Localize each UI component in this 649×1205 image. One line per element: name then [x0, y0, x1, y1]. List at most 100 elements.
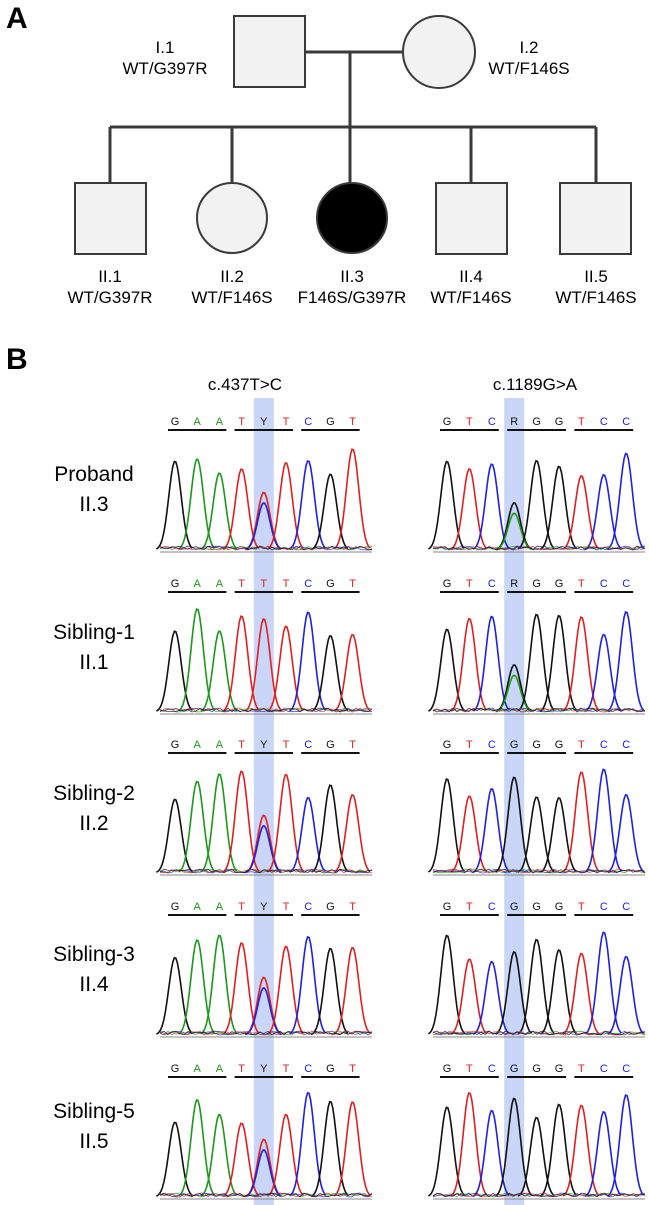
child-label-II3: II.3 F146S/G397R — [282, 266, 422, 308]
chromatogram-peak — [244, 825, 282, 874]
baseline-noise-trace — [432, 1192, 646, 1198]
base-call-label: T — [578, 1063, 585, 1075]
base-call-label: T — [283, 578, 290, 590]
chromatogram-peak — [311, 1100, 349, 1197]
chromatogram-peak — [562, 475, 600, 550]
base-call-label: C — [622, 901, 630, 913]
chromatogram-peak — [607, 452, 645, 550]
chromatogram-peak — [333, 946, 371, 1035]
row-label-id: II.2 — [79, 812, 109, 835]
chromatogram-peak — [266, 1113, 304, 1197]
row-label-proband: Proband II.3 — [19, 460, 169, 520]
row-label-name: Sibling-3 — [53, 943, 135, 966]
male-square-II4 — [435, 182, 508, 255]
base-call-label: G — [171, 739, 180, 751]
baseline-noise-trace — [432, 707, 646, 713]
parent-label-I1: I.1 WT/G397R — [105, 37, 225, 79]
chromatogram-peak — [450, 795, 488, 873]
chromatogram-peak — [584, 1110, 622, 1197]
individual-genotype: WT/F146S — [555, 288, 637, 307]
base-call-label: C — [600, 901, 608, 913]
chromatogram-peak — [200, 773, 238, 873]
chromatogram-peak — [289, 796, 327, 873]
base-call-label: G — [555, 416, 564, 428]
base-call-label: C — [304, 578, 312, 590]
row-label-id: II.1 — [79, 651, 109, 674]
chromatogram-peak — [472, 787, 510, 873]
base-call-label: C — [600, 739, 608, 751]
base-call-label: T — [238, 901, 245, 913]
chromatogram-peak — [222, 942, 260, 1035]
base-call-label: C — [304, 739, 312, 751]
chromatogram-peak — [200, 934, 238, 1035]
base-call-label: C — [622, 1063, 630, 1075]
chromatogram-peak — [472, 463, 510, 550]
individual-id: II.3 — [340, 267, 364, 286]
chromatogram-peak — [427, 1106, 465, 1197]
chromatogram-peak — [472, 960, 510, 1035]
chromatogram-peak — [607, 610, 645, 712]
base-call-label: T — [260, 578, 267, 590]
chromatogram-peak — [607, 955, 645, 1035]
chromatogram-peak — [155, 630, 193, 712]
base-call-label: C — [304, 901, 312, 913]
chromatogram-peak — [607, 793, 645, 873]
base-call-label: T — [466, 1063, 473, 1075]
chromatogram-peak — [289, 935, 327, 1035]
pedigree-diagram — [74, 15, 632, 255]
child-label-II5: II.5 WT/F146S — [536, 266, 649, 308]
base-call-label: G — [171, 578, 180, 590]
chromatogram-peak — [450, 467, 488, 550]
chromatogram-peak — [333, 1101, 371, 1197]
base-call-label: G — [532, 901, 541, 913]
chromatogram-peak — [562, 771, 600, 873]
base-call-label: Y — [260, 416, 268, 428]
base-call-label: A — [216, 901, 224, 913]
base-call-label: A — [194, 901, 202, 913]
base-call-label: G — [443, 901, 452, 913]
chromatogram-peak — [333, 633, 371, 712]
base-call-label: A — [216, 416, 224, 428]
base-call-label: T — [283, 1063, 290, 1075]
base-call-label: T — [238, 739, 245, 751]
female-circle-I2 — [402, 15, 476, 89]
base-call-label: T — [466, 578, 473, 590]
chromatogram-peak — [289, 1091, 327, 1197]
chromatogram-peak — [539, 465, 577, 550]
base-call-label: C — [488, 416, 496, 428]
individual-genotype: WT/G397R — [67, 288, 153, 307]
male-square-I1 — [233, 15, 306, 88]
base-call-label: G — [326, 901, 335, 913]
base-call-label: A — [194, 1063, 202, 1075]
base-call-label: T — [349, 416, 356, 428]
row-label-sibling-3: Sibling-3 II.4 — [19, 940, 169, 1000]
base-call-label: G — [171, 1063, 180, 1075]
chromatogram-peak — [155, 460, 193, 550]
pedigree-lines — [108, 50, 598, 183]
baseline-noise-trace — [432, 545, 646, 551]
base-call-label: G — [171, 901, 180, 913]
chromatogram-peak — [178, 458, 216, 550]
individual-id: II.4 — [459, 267, 483, 286]
individual-genotype: WT/F146S — [430, 288, 512, 307]
baseline-noise-trace — [159, 868, 373, 874]
base-call-label: T — [283, 739, 290, 751]
mutation-title-right: c.1189G>A — [492, 375, 578, 394]
base-call-label: T — [349, 578, 356, 590]
base-call-label: A — [216, 1063, 224, 1075]
base-call-label: G — [443, 578, 452, 590]
affected-female-circle-II3 — [316, 182, 388, 254]
baseline-noise-trace — [432, 707, 646, 713]
base-call-label: G — [326, 1063, 335, 1075]
chromatogram-peak — [450, 617, 488, 712]
base-call-label: A — [194, 578, 202, 590]
base-call-label: G — [532, 1063, 541, 1075]
base-call-label: C — [622, 739, 630, 751]
row-label-sibling-5: Sibling-5 II.5 — [19, 1097, 169, 1157]
baseline-noise-trace — [432, 1192, 646, 1198]
base-call-label: G — [326, 416, 335, 428]
chromatogram-peak — [311, 473, 349, 550]
chromatogram-peak — [539, 614, 577, 712]
base-call-label: T — [349, 739, 356, 751]
chromatogram-peak — [539, 949, 577, 1035]
